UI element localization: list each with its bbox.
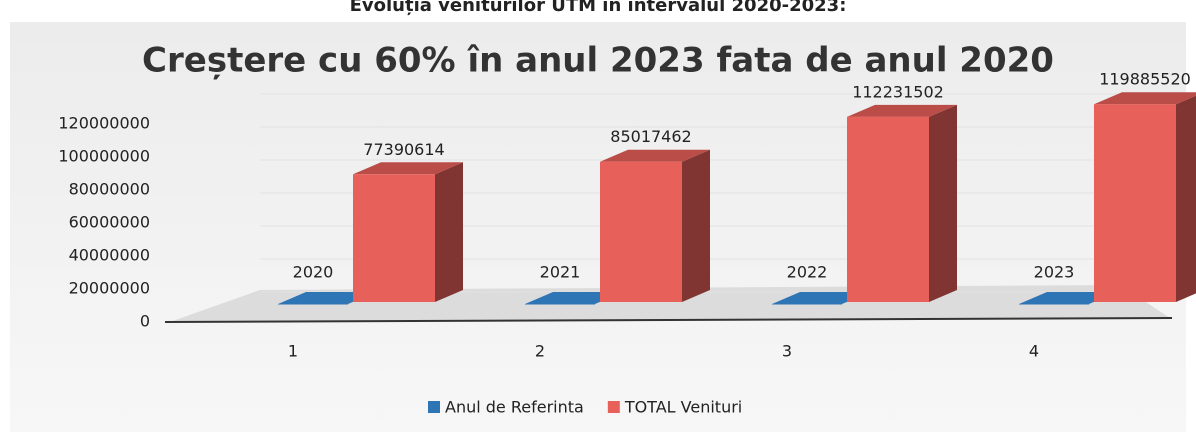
x-tick-label: 3 xyxy=(782,342,792,361)
y-tick-label: 60000000 xyxy=(69,213,150,232)
y-tick-label: 20000000 xyxy=(69,279,150,298)
bar-top xyxy=(1094,92,1196,105)
x-tick-label: 4 xyxy=(1029,342,1039,361)
bar-top xyxy=(600,149,710,162)
data-label: 2023 xyxy=(1034,263,1075,282)
legend-swatch xyxy=(428,401,440,413)
x-axis xyxy=(164,317,1173,323)
bar-top xyxy=(772,291,870,304)
bar-top xyxy=(278,291,376,304)
data-label: 112231502 xyxy=(852,82,944,101)
bar xyxy=(847,116,929,302)
chart-area xyxy=(10,22,1186,432)
bar-top xyxy=(847,104,957,117)
bar xyxy=(1094,104,1176,302)
bar-side xyxy=(1176,95,1196,302)
bar-side xyxy=(929,104,957,302)
data-label: 2020 xyxy=(293,263,334,282)
heading: Evoluția veniturilor UTM în intervalul 2… xyxy=(350,0,847,16)
bar-top xyxy=(1019,291,1117,304)
x-tick-label: 1 xyxy=(288,342,298,361)
y-tick-label: 0 xyxy=(140,312,150,331)
legend-swatch xyxy=(607,401,620,413)
bar xyxy=(525,303,595,305)
chart-title: Creștere cu 60% în anul 2023 fata de anu… xyxy=(142,41,1054,81)
legend-label: Anul de Referinta xyxy=(445,398,584,417)
data-label: 2021 xyxy=(540,263,581,282)
bar-side xyxy=(682,149,710,302)
bar xyxy=(1019,303,1089,305)
bar xyxy=(278,303,348,305)
bar-side xyxy=(435,162,463,302)
y-tick-label: 100000000 xyxy=(58,147,150,166)
bar-top xyxy=(353,162,463,175)
data-label: 77390614 xyxy=(363,140,444,159)
bar xyxy=(772,303,842,305)
y-tick-label: 40000000 xyxy=(69,246,150,265)
data-label: 119885520 xyxy=(1099,70,1191,89)
bar-top xyxy=(525,291,623,304)
legend-label: TOTAL Venituri xyxy=(624,398,742,417)
data-label: 2022 xyxy=(787,263,828,282)
bar xyxy=(600,161,682,302)
x-tick-label: 2 xyxy=(535,342,545,361)
data-label: 85017462 xyxy=(610,127,691,146)
y-tick-label: 120000000 xyxy=(58,114,150,133)
y-tick-label: 80000000 xyxy=(69,180,150,199)
bar xyxy=(353,174,435,302)
